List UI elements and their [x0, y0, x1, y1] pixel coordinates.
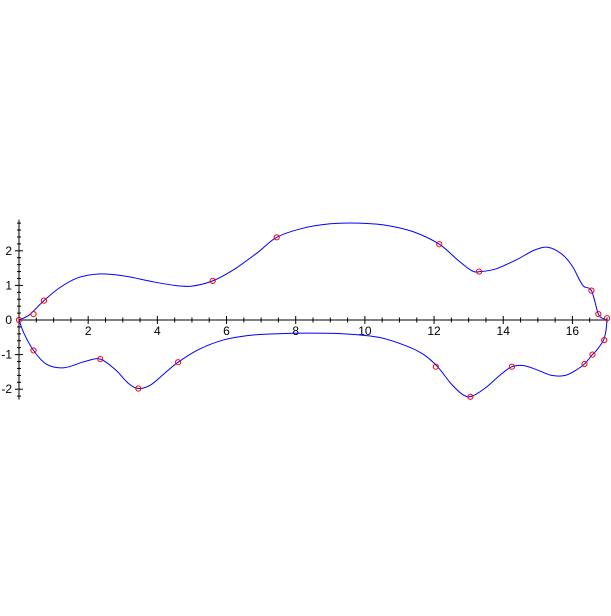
x-tick-label: 8 — [292, 324, 299, 338]
data-point-marker — [432, 363, 439, 370]
data-point-marker — [588, 287, 595, 294]
upper-curve — [18, 222, 608, 321]
data-point-marker — [581, 360, 588, 368]
y-tick-label: -1 — [1, 348, 12, 362]
data-point-marker — [40, 297, 48, 304]
y-tick-label: 1 — [5, 278, 12, 292]
data-point-marker — [589, 351, 596, 358]
data-point-marker — [595, 311, 602, 318]
x-tick-label: 14 — [497, 324, 511, 338]
data-point-marker — [30, 347, 37, 354]
data-points — [15, 234, 611, 400]
data-point-marker — [135, 385, 142, 392]
y-tick-label: 0 — [5, 313, 12, 327]
curves — [18, 222, 608, 398]
data-point-marker — [436, 241, 443, 248]
data-point-marker — [175, 359, 182, 366]
lower-curve — [18, 319, 608, 398]
x-tick-label: 16 — [566, 324, 580, 338]
x-tick-label: 10 — [358, 324, 372, 338]
data-point-marker — [273, 234, 280, 241]
y-tick-label: 2 — [5, 244, 12, 258]
x-tick-label: 12 — [427, 324, 441, 338]
data-point-marker — [601, 336, 608, 344]
data-point-marker — [97, 355, 104, 363]
data-point-marker — [603, 315, 611, 322]
x-tick-label: 6 — [223, 324, 230, 338]
data-point-marker — [467, 393, 474, 400]
x-tick-label: 4 — [154, 324, 161, 338]
data-point-marker — [209, 277, 216, 285]
data-point-marker — [15, 316, 23, 324]
data-point-marker — [508, 363, 515, 370]
data-point-marker — [30, 311, 37, 318]
x-tick-label: 2 — [85, 324, 92, 338]
data-point-marker — [475, 268, 483, 275]
y-tick-label: -2 — [1, 382, 12, 396]
